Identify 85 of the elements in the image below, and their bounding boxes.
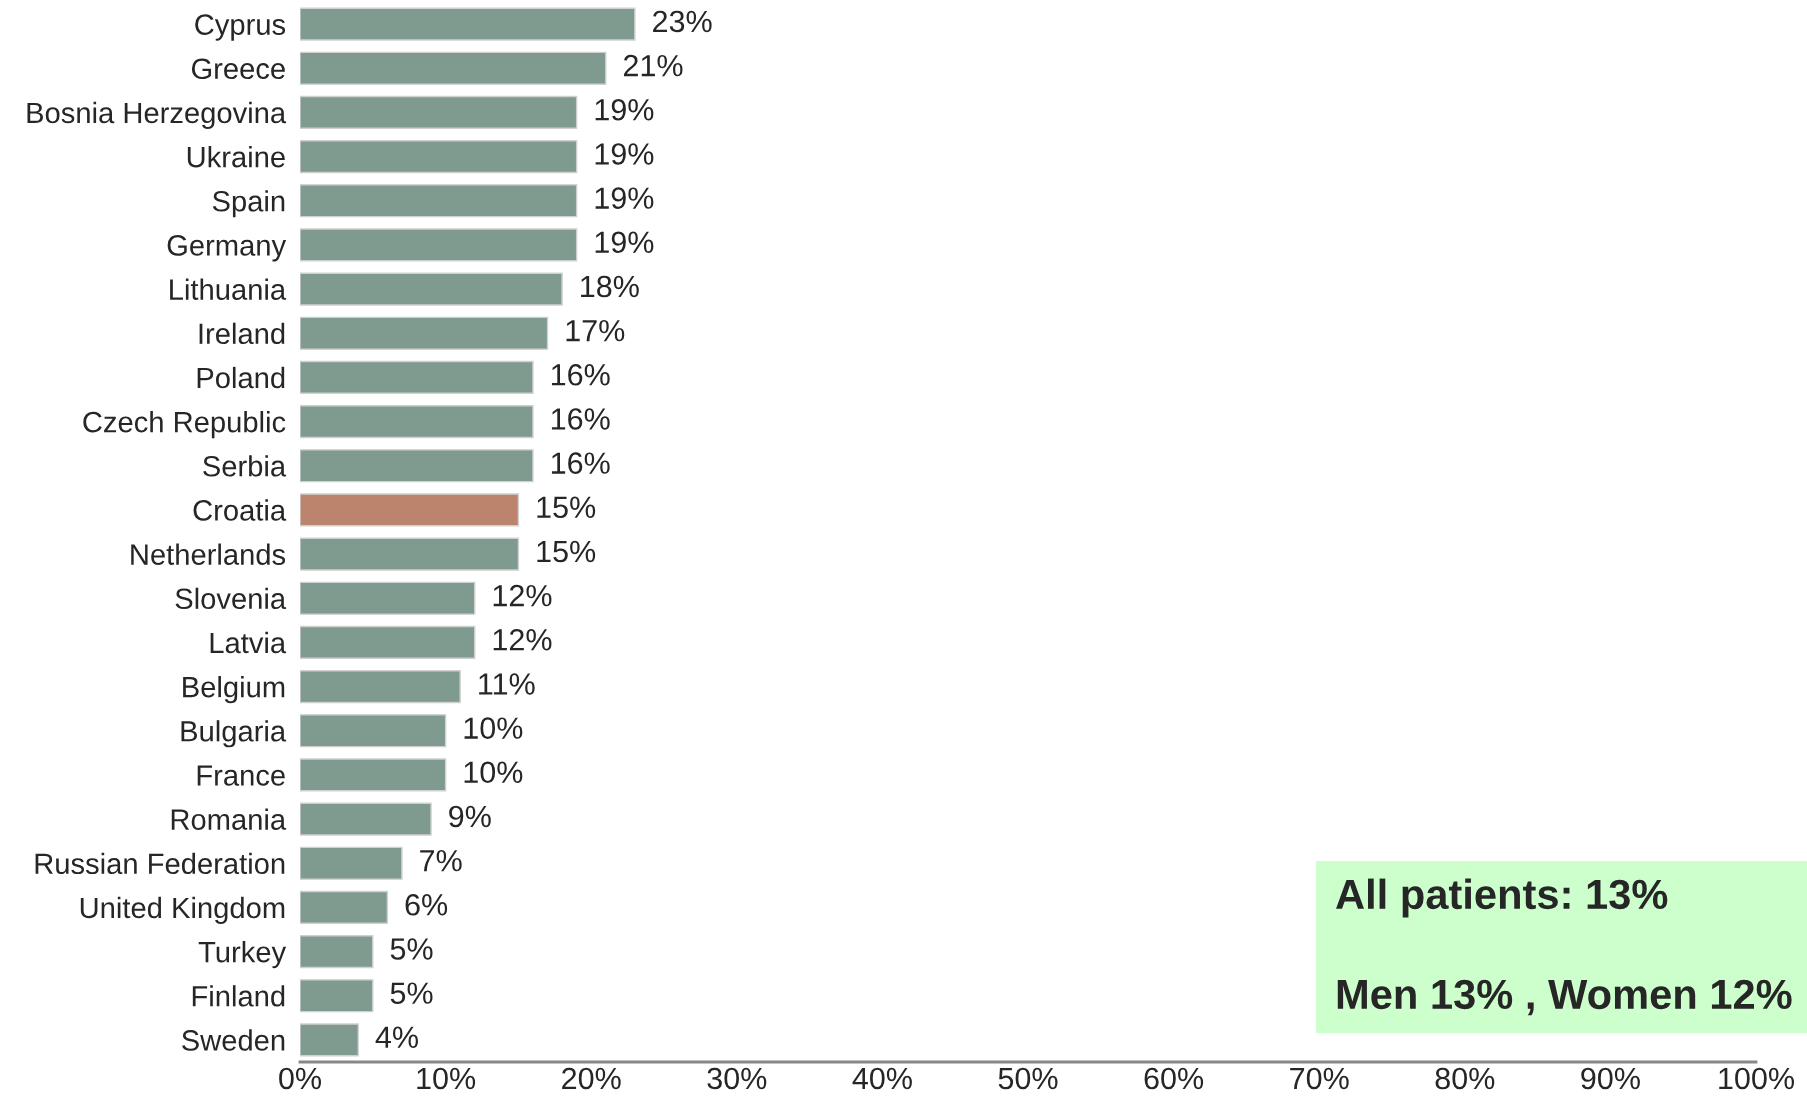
bar: [300, 846, 403, 880]
bar: [300, 184, 578, 218]
data-label: 15%: [537, 540, 596, 563]
x-tick-label: 80%: [1435, 1067, 1495, 1090]
bar: [300, 802, 432, 836]
data-label: 9%: [449, 805, 491, 828]
bar: [300, 51, 607, 85]
y-tick-label: Latvia: [210, 631, 287, 654]
x-tick-label: 20%: [562, 1067, 621, 1090]
bar: [300, 537, 520, 571]
bar: [300, 272, 563, 306]
bar: [300, 669, 461, 704]
x-tick-label: 30%: [707, 1067, 767, 1090]
y-tick-label: Poland: [197, 366, 285, 389]
data-label: 4%: [375, 1026, 418, 1048]
bar: [300, 7, 636, 41]
data-label: 16%: [551, 363, 610, 386]
x-tick-label: 10%: [417, 1067, 476, 1090]
bar: [300, 228, 578, 262]
y-tick-label: Sweden: [182, 1029, 285, 1051]
x-tick-label: 0%: [279, 1067, 321, 1090]
data-label: 19%: [595, 231, 654, 254]
y-tick-label: Finland: [192, 985, 285, 1007]
data-label: 19%: [595, 187, 654, 209]
y-tick-label: Lithuania: [170, 278, 287, 300]
data-label: 16%: [551, 408, 610, 430]
x-tick-label: 70%: [1290, 1067, 1349, 1090]
bar: [300, 316, 549, 350]
y-tick-label: Turkey: [198, 941, 287, 969]
bar: [300, 493, 520, 527]
bar: [300, 404, 534, 439]
y-tick-label: Ukraine: [187, 146, 285, 168]
x-tick-label: 60%: [1144, 1067, 1204, 1090]
y-tick-label: Romania: [171, 808, 287, 830]
bar: [300, 979, 374, 1013]
y-tick-label: Croatia: [193, 499, 287, 521]
y-tick-label: Serbia: [203, 455, 287, 477]
bar: [300, 625, 476, 660]
data-label: 10%: [464, 717, 523, 739]
y-tick-label: Germany: [167, 235, 287, 262]
y-tick-label: Slovenia: [175, 587, 287, 610]
x-tick-label: 40%: [852, 1067, 912, 1090]
y-tick-label: Spain: [212, 190, 285, 218]
data-label: 15%: [537, 496, 596, 519]
bar: [300, 1023, 359, 1057]
data-label: 21%: [623, 54, 683, 77]
x-tick-label: 90%: [1581, 1067, 1640, 1090]
data-label: 5%: [390, 982, 433, 1004]
data-label: 19%: [595, 143, 654, 165]
data-label: 6%: [405, 893, 448, 916]
y-tick-label: United Kingdom: [80, 896, 285, 925]
y-tick-label: Russian Federation: [35, 852, 285, 875]
data-label: 19%: [595, 98, 654, 121]
bar: [300, 449, 534, 483]
y-tick-label: Bosnia Herzegovina: [27, 101, 287, 130]
x-tick-label: 100%: [1719, 1067, 1794, 1090]
data-label: 17%: [566, 319, 625, 342]
y-tick-label: Cyprus: [195, 14, 286, 41]
annotation: All patients: 13%: [1336, 878, 1668, 918]
bar: [300, 360, 534, 395]
y-tick-label: Ireland: [199, 322, 285, 345]
y-tick-label: Greece: [191, 58, 285, 80]
annotation: Men 13% , Women 12%: [1337, 979, 1792, 1016]
y-tick-label: Netherlands: [131, 543, 286, 565]
data-label: 12%: [493, 628, 552, 651]
data-label: 18%: [581, 275, 639, 298]
bar: [300, 714, 447, 748]
y-tick-label: Czech Republic: [83, 411, 286, 439]
bar: [300, 95, 578, 130]
bar: [300, 758, 447, 792]
x-tick-label: 50%: [998, 1067, 1058, 1090]
data-label: 16%: [551, 452, 610, 474]
data-label: 23%: [653, 10, 712, 33]
data-label: 10%: [464, 761, 523, 784]
y-tick-label: Bulgaria: [181, 720, 287, 748]
bar: [300, 139, 578, 174]
bar: [300, 934, 374, 969]
y-tick-label: France: [197, 765, 285, 786]
data-label: 7%: [420, 849, 462, 872]
data-label: 12%: [493, 584, 552, 607]
data-label: 5%: [390, 938, 433, 960]
y-tick-label: Belgium: [183, 676, 285, 704]
bar: [300, 890, 389, 925]
bar: [300, 581, 476, 615]
data-label: 11%: [479, 673, 535, 695]
